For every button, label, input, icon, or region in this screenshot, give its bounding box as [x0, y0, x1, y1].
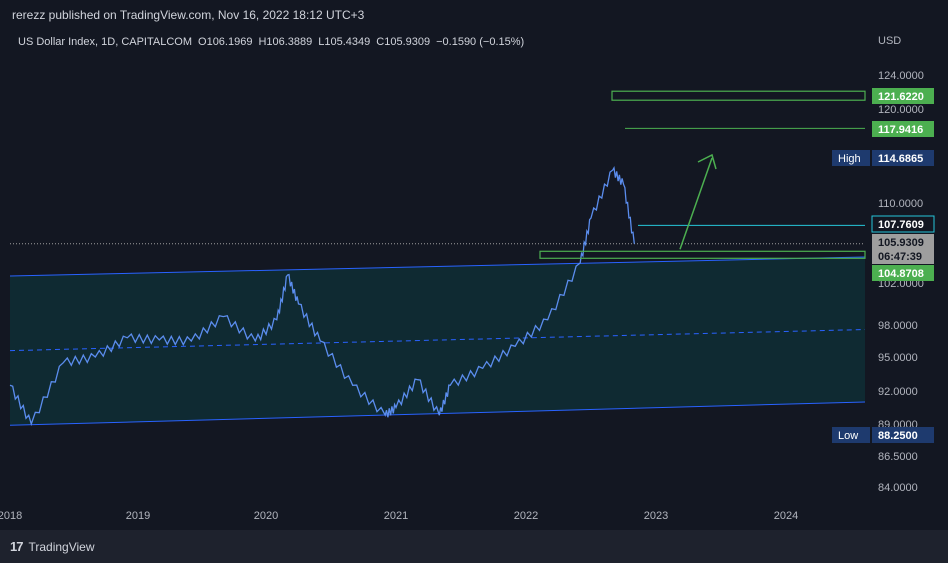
currency-label: USD	[878, 35, 901, 47]
support-box-104[interactable]	[539, 250, 866, 259]
ohlc-value: H106.3889	[258, 36, 312, 48]
channel-fill	[10, 257, 865, 426]
footer-brand: TradingView	[28, 539, 95, 554]
price-label-bg	[871, 215, 935, 233]
price-tag-label: High	[838, 153, 861, 165]
price-label: 88.2500	[878, 430, 918, 442]
price-label: 105.9309	[878, 237, 924, 249]
price-tag-bg	[832, 150, 870, 166]
ohlc-value: −0.1590 (−0.15%)	[436, 36, 524, 48]
chart-legend: US Dollar Index, 1D, CAPITALCOM O106.1969…	[18, 36, 524, 48]
projection-arrow-head-icon	[697, 153, 717, 170]
y-tick-label: 98.0000	[878, 320, 918, 332]
price-label-bg	[872, 121, 934, 137]
y-tick-label: 92.0000	[878, 386, 918, 398]
ohlc-value: L105.4349	[318, 36, 370, 48]
price-label-bg	[872, 150, 934, 166]
price-label: 117.9416	[878, 124, 923, 136]
price-label-bg	[872, 234, 934, 250]
ohlc-value: O106.1969	[198, 36, 252, 48]
chart-title: US Dollar Index, 1D, CAPITALCOM	[18, 36, 192, 48]
price-tag-bg	[832, 427, 870, 443]
price-label-bg	[872, 265, 934, 281]
y-tick-label: 110.0000	[878, 198, 923, 210]
price-label-bg	[872, 427, 934, 443]
price-tag-label: Low	[838, 430, 858, 442]
channel-lower-line[interactable]	[9, 401, 866, 426]
x-tick-label: 2020	[254, 510, 278, 522]
footer: 17 TradingView	[0, 530, 948, 563]
tradingview-logo-icon: 17	[10, 539, 24, 554]
x-tick-label: 2021	[384, 510, 408, 522]
y-tick-label: 84.0000	[878, 482, 918, 494]
x-tick-label: 2022	[514, 510, 538, 522]
y-tick-label: 95.0000	[878, 352, 918, 364]
price-label: 114.6865	[878, 153, 923, 165]
x-tick-label: 2024	[774, 510, 798, 522]
projection-arrow-shaft[interactable]	[679, 157, 713, 250]
price-chart[interactable]: 124.0000120.0000110.0000102.000098.00009…	[0, 30, 948, 530]
publisher-line: rerezz published on TradingView.com, Nov…	[0, 0, 948, 30]
price-label-bg	[872, 248, 934, 264]
price-label: 107.7609	[878, 219, 924, 231]
y-tick-label: 120.0000	[878, 104, 924, 116]
resistance-box-121[interactable]	[611, 90, 866, 101]
price-series-line[interactable]	[9, 165, 635, 427]
channel-mid-line[interactable]	[9, 329, 866, 352]
price-label: 104.8708	[878, 268, 924, 280]
y-tick-label: 124.0000	[878, 70, 924, 82]
x-tick-label: 2023	[644, 510, 668, 522]
y-tick-label: 86.5000	[878, 451, 918, 463]
ohlc-value: C105.9309	[376, 36, 430, 48]
x-tick-label: 2019	[126, 510, 150, 522]
channel-upper-line[interactable]	[9, 256, 866, 277]
price-label: 121.6220	[878, 91, 924, 103]
price-label-bg	[872, 88, 934, 104]
price-label: 06:47:39	[878, 251, 922, 263]
x-tick-label: 2018	[0, 510, 22, 522]
chart-area[interactable]: 124.0000 120.0000 110.0000 102.0000 98.0000 9…	[0, 30, 948, 530]
